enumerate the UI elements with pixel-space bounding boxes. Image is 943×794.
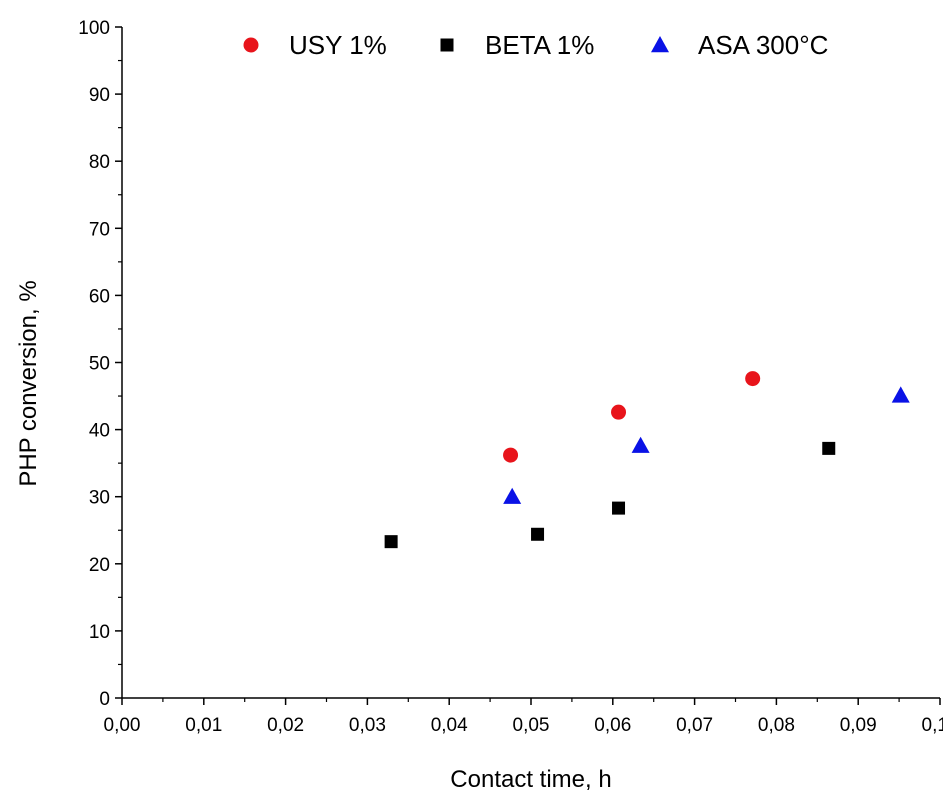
point-asa-300-c (631, 436, 650, 453)
y-tick-label: 80 (89, 152, 110, 173)
legend-label-asa-300-c: ASA 300°C (698, 30, 828, 60)
x-tick-label: 0,04 (431, 715, 468, 736)
x-tick-label: 0,05 (513, 715, 550, 736)
x-tick-label: 0,07 (676, 715, 713, 736)
y-tick-label: 0 (99, 689, 110, 710)
legend-marker-asa-300-c (651, 36, 669, 53)
x-tick-label: 0,01 (185, 715, 222, 736)
y-tick-label: 60 (89, 286, 110, 307)
y-tick-label: 50 (89, 354, 110, 375)
point-beta-1 (612, 501, 626, 515)
point-usy-1 (611, 404, 627, 420)
point-usy-1 (745, 371, 761, 387)
legend: USY 1% BETA 1% ASA 300°C (243, 30, 828, 60)
axes (121, 27, 940, 699)
y-axis-title: PHP conversion, % (15, 280, 42, 486)
x-tick-label: 0,03 (349, 715, 386, 736)
x-tick-label: 0,08 (758, 715, 795, 736)
point-usy-1 (503, 447, 519, 463)
ticks: 0,00 0,01 0,02 0,03 0,04 0,05 0,06 0,07 0,08 0,09… (78, 18, 943, 736)
y-tick-label: 70 (89, 219, 110, 240)
x-tick-label: 0,10 (922, 715, 943, 736)
legend-label-beta-1: BETA 1% (485, 30, 594, 60)
x-axis-title: Contact time, h (450, 766, 611, 793)
point-beta-1 (531, 527, 545, 541)
x-tick-label: 0,02 (267, 715, 304, 736)
x-tick-label: 0,06 (594, 715, 631, 736)
legend-label-usy-1: USY 1% (289, 30, 387, 60)
y-tick-label: 30 (89, 488, 110, 509)
data-points (384, 371, 910, 549)
y-tick-label: 90 (89, 85, 110, 106)
point-beta-1 (822, 441, 836, 455)
x-tick-label: 0,00 (104, 715, 141, 736)
point-beta-1 (384, 535, 398, 549)
x-tick-label: 0,09 (840, 715, 877, 736)
point-asa-300-c (891, 386, 910, 403)
y-tick-label: 40 (89, 421, 110, 442)
y-tick-label: 20 (89, 555, 110, 576)
legend-marker-beta-1 (440, 38, 454, 52)
legend-marker-usy-1 (243, 37, 259, 53)
y-tick-label: 10 (89, 622, 110, 643)
y-tick-label: 100 (78, 18, 110, 39)
point-asa-300-c (503, 487, 522, 504)
